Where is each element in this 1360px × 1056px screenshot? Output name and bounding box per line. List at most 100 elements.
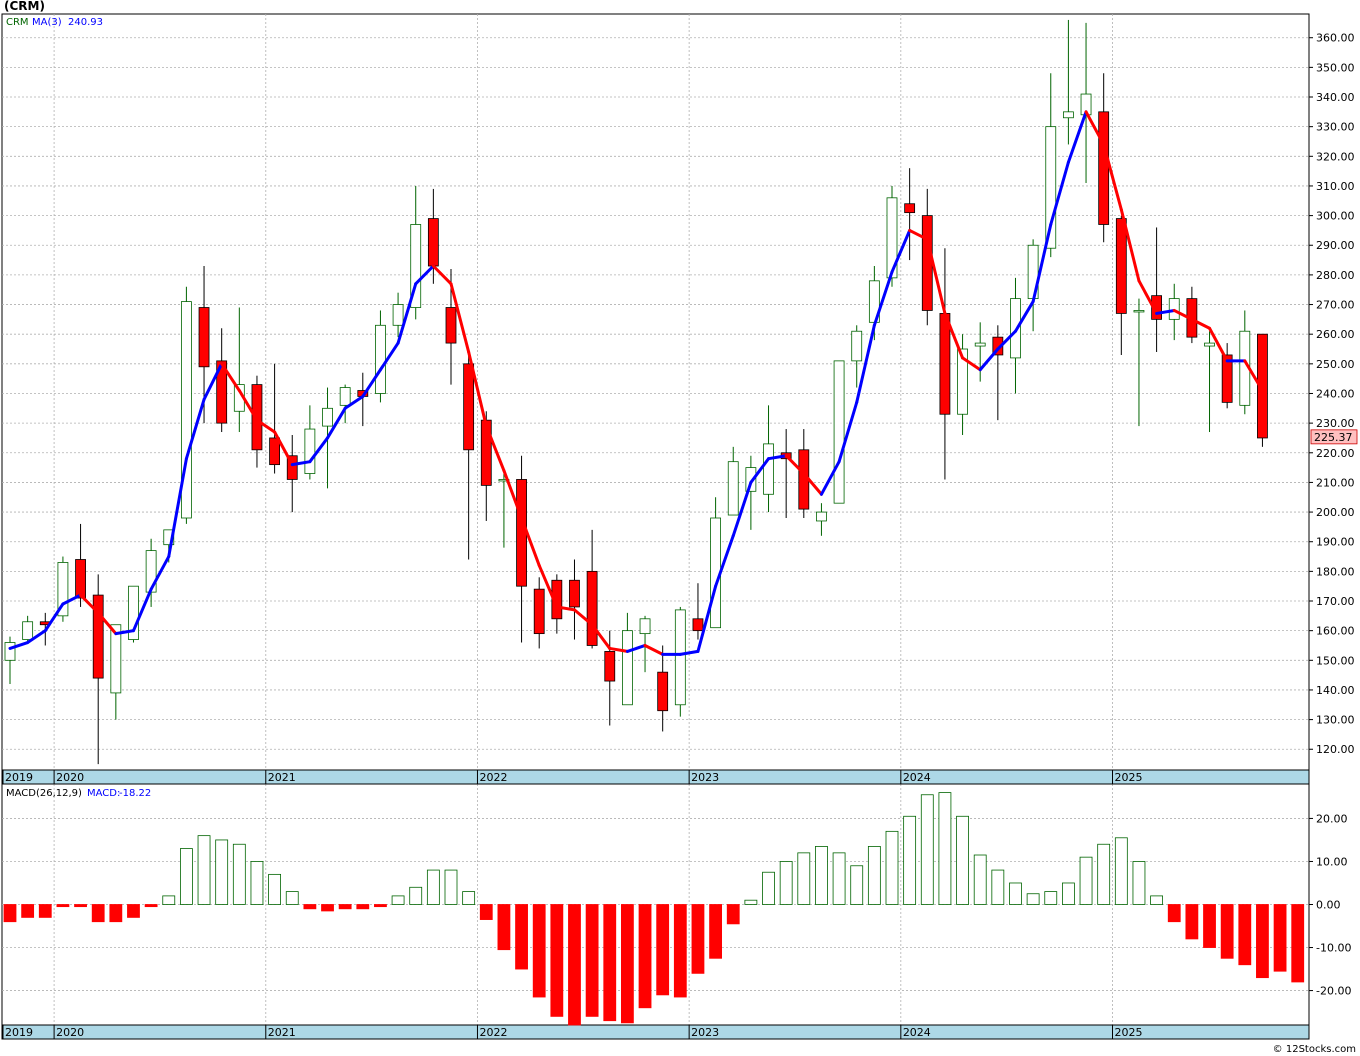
ma-line-segment (749, 457, 771, 484)
macd-bar (691, 904, 705, 974)
candle-body (251, 384, 263, 451)
macd-bar (497, 904, 511, 951)
macd-bar (444, 869, 458, 905)
price-axis-tick-label: 140.00 (1316, 684, 1355, 697)
ma-line-segment (96, 611, 118, 636)
last-price-box (1310, 429, 1358, 445)
candle-body (816, 511, 827, 522)
macd-axis-tick-label: 10.00 (1316, 855, 1348, 868)
macd-bar (162, 895, 176, 905)
candle-body (533, 588, 545, 635)
price-axis-tick-label: 170.00 (1316, 595, 1355, 608)
macd-bar (956, 815, 969, 905)
candle-body (1151, 295, 1162, 320)
macd-bar (144, 904, 158, 908)
price-axis-tick-label: 360.00 (1316, 32, 1355, 45)
legend-symbol: CRM (6, 17, 29, 28)
footer-credit: © 12Stocks.com (1272, 1044, 1356, 1055)
year-label: 2020 (56, 1026, 84, 1039)
macd-bar (762, 871, 775, 905)
year-label: 2019 (5, 771, 33, 784)
macd-bar (885, 830, 899, 905)
macd-legend-value: -18.22 (119, 788, 151, 799)
price-axis-tick-label: 130.00 (1316, 714, 1355, 727)
price-axis-tick-label: 280.00 (1316, 269, 1355, 282)
candle-body (622, 630, 633, 706)
macd-bar (1026, 893, 1040, 905)
ma-line-segment (361, 368, 382, 398)
ma-line-segment (1013, 300, 1035, 333)
ma-line-segment (590, 623, 612, 650)
macd-bar (426, 869, 440, 905)
year-label: 2024 (903, 1026, 931, 1039)
ma-line-segment (1066, 110, 1088, 164)
candle-body (516, 479, 527, 587)
macd-bar (462, 891, 476, 905)
candle-body (392, 304, 404, 326)
candle-body (674, 609, 686, 706)
price-axis-tick-label: 320.00 (1316, 150, 1355, 163)
candle-body (851, 330, 863, 362)
macd-axis-tick-label: 20.00 (1316, 812, 1348, 825)
ma-line-segment (131, 587, 153, 633)
candle-body (445, 307, 457, 344)
candle-body (216, 360, 228, 424)
macd-bar (268, 873, 282, 905)
macd-bar (638, 904, 652, 1009)
macd-bar (656, 904, 670, 996)
ma-line-segment (220, 362, 241, 393)
ma-line-segment (1119, 208, 1141, 283)
ma-line-segment (343, 394, 365, 410)
candle-body (604, 651, 616, 682)
price-axis-tick-label: 240.00 (1316, 387, 1355, 400)
candle-body (745, 467, 757, 492)
macd-bar (1097, 843, 1111, 905)
legend-ma-value: 240.93 (68, 17, 103, 28)
macd-bar (550, 904, 564, 1017)
ma-line-segment (414, 264, 435, 286)
macd-bar (1273, 904, 1287, 972)
ma-line-segment (255, 418, 277, 434)
candle-body (463, 363, 475, 451)
macd-axis-tick-label: -10.00 (1316, 942, 1351, 955)
price-year-band (1, 769, 1310, 785)
macd-bar (991, 869, 1005, 905)
ma-line-segment (202, 362, 224, 401)
price-axis-tick-label: 270.00 (1316, 299, 1355, 312)
macd-bar (321, 904, 334, 912)
price-axis-tick-label: 260.00 (1316, 328, 1355, 341)
macd-bar (1238, 904, 1252, 966)
candle-body (1063, 111, 1074, 119)
ma-line-segment (643, 643, 665, 656)
macd-bar (903, 815, 917, 905)
price-axis-tick-label: 150.00 (1316, 654, 1355, 667)
price-axis-tick-label: 220.00 (1316, 447, 1355, 460)
ma-line-segment (1049, 160, 1070, 226)
ma-line-segment (625, 643, 647, 653)
ma-line-segment (1155, 308, 1176, 315)
price-axis-tick-label: 330.00 (1316, 121, 1355, 134)
ma-line-segment (43, 602, 65, 633)
ma-line-segment (572, 608, 594, 627)
year-label: 2019 (5, 1026, 33, 1039)
candle-body (145, 550, 157, 593)
macd-bar (621, 904, 634, 1024)
ma-line-segment (996, 329, 1017, 351)
year-label: 2023 (691, 771, 719, 784)
candle-body (75, 559, 86, 599)
macd-bar (197, 835, 211, 905)
macd-bar (374, 904, 387, 908)
ma-line-segment (431, 264, 453, 286)
macd-bar (38, 904, 52, 918)
macd-bar (1150, 895, 1163, 905)
macd-bar (74, 904, 87, 908)
ma-line-segment (467, 350, 488, 428)
year-label: 2021 (268, 1026, 296, 1039)
candle-body (586, 570, 598, 646)
candle-body (921, 215, 933, 311)
candle-body (322, 407, 333, 427)
macd-bar (109, 904, 123, 923)
candle-body (974, 342, 986, 347)
ma-line-segment (149, 555, 171, 591)
macd-bar (920, 794, 934, 905)
